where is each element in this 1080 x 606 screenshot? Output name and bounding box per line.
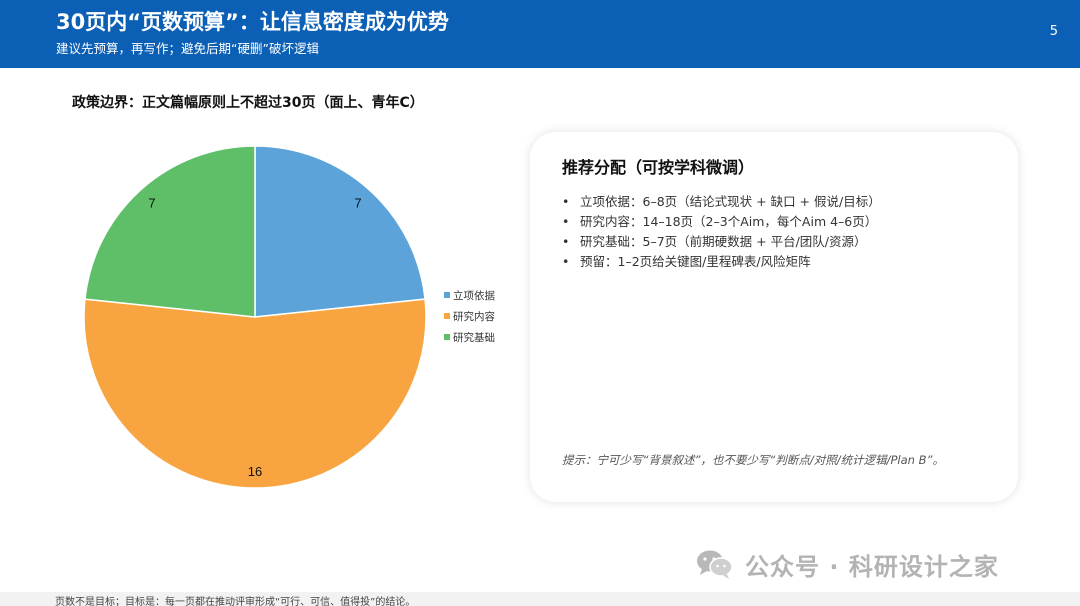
allocation-list: 立项依据：6–8页（结论式现状 + 缺口 + 假说/目标） 研究内容：14–18… [560,192,881,272]
wechat-icon [697,550,733,579]
pie-data-label: 7 [354,196,361,211]
legend-swatch [444,292,450,298]
card-title: 推荐分配（可按学科微调） [562,158,755,177]
pie-slice-1 [254,145,426,318]
legend-swatch [444,334,450,340]
list-item: 研究内容：14–18页（2–3个Aim，每个Aim 4–6页） [560,212,881,232]
header-bar: 30页内“页数预算”：让信息密度成为优势 建议先预算，再写作；避免后期“硬删”破… [0,0,1080,68]
legend-label: 立项依据 [453,289,495,302]
list-item: 研究基础：5–7页（前期硬数据 + 平台/团队/资源） [560,232,881,252]
policy-boundary: 政策边界：正文篇幅原则上不超过30页（面上、青年C） [72,95,424,111]
legend-label: 研究内容 [453,310,495,323]
list-item: 预留：1–2页给关键图/里程碑表/风险矩阵 [560,252,881,272]
pie-data-label: 7 [148,196,155,211]
legend-swatch [444,313,450,319]
slide-subtitle: 建议先预算，再写作；避免后期“硬删”破坏逻辑 [56,41,319,56]
pie-data-label: 16 [248,464,262,479]
list-item: 立项依据：6–8页（结论式现状 + 缺口 + 假说/目标） [560,192,881,212]
pie-slice-2 [83,298,427,489]
footer-bar: 页数不是目标；目标是：每一页都在推动评审形成“可行、可信、值得投”的结论。 [0,592,1080,606]
page-number: 5 [1049,24,1058,39]
recommendation-card: 推荐分配（可按学科微调） 立项依据：6–8页（结论式现状 + 缺口 + 假说/目… [530,132,1018,502]
watermark-text: 公众号 · 科研设计之家 [745,552,999,581]
legend-label: 研究基础 [453,331,495,344]
footer-note: 页数不是目标；目标是：每一页都在推动评审形成“可行、可信、值得投”的结论。 [55,597,416,606]
slide-title: 30页内“页数预算”：让信息密度成为优势 [56,10,449,34]
watermark: 公众号 · 科研设计之家 [695,544,999,584]
tip-text: 提示：宁可少写“背景叙述”，也不要少写“判断点/对照/统计逻辑/Plan B”。 [562,453,944,467]
pie-slice-3 [84,145,256,318]
